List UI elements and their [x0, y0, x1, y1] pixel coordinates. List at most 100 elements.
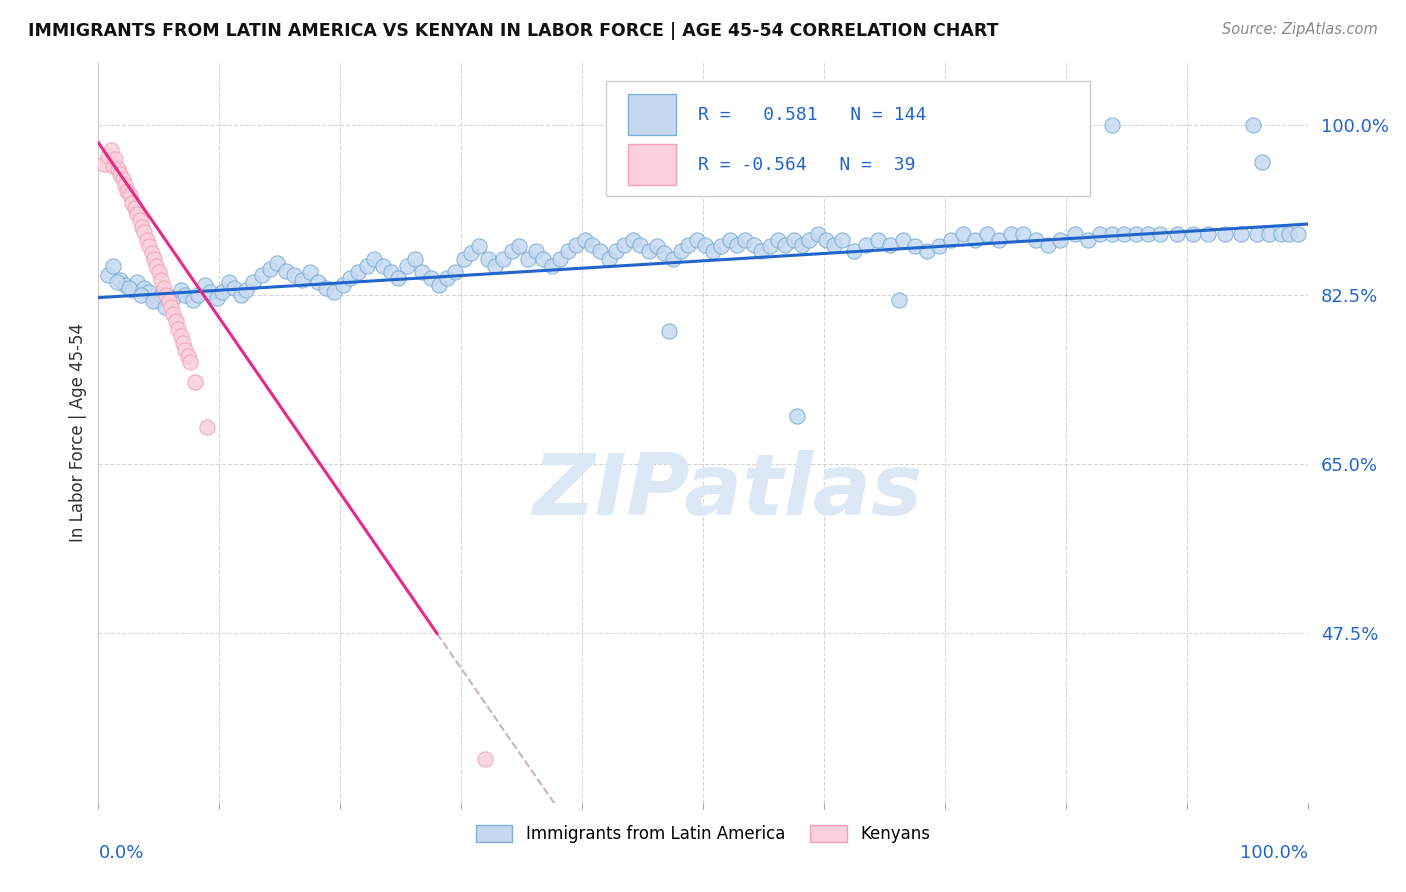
Point	[211, 285, 233, 299]
Point	[1024, 233, 1046, 247]
Point	[145, 259, 167, 273]
Point	[508, 239, 530, 253]
Point	[145, 293, 167, 307]
Point	[194, 278, 217, 293]
Point	[108, 167, 131, 181]
Point	[153, 300, 176, 314]
Point	[1166, 227, 1188, 241]
Point	[1101, 227, 1123, 241]
Point	[308, 275, 330, 289]
Point	[162, 291, 184, 305]
Point	[581, 238, 603, 252]
Point	[165, 314, 187, 328]
Point	[1250, 155, 1272, 169]
Point	[356, 259, 378, 273]
Point	[169, 283, 191, 297]
Point	[855, 238, 877, 252]
Point	[766, 233, 789, 247]
Point	[118, 188, 141, 202]
Point	[138, 239, 160, 253]
Point	[474, 752, 496, 766]
Point	[157, 294, 180, 309]
Point	[117, 184, 139, 198]
Text: 0.0%: 0.0%	[98, 844, 143, 862]
Point	[1241, 119, 1264, 133]
Point	[952, 227, 974, 241]
Point	[1012, 227, 1035, 241]
Point	[868, 233, 890, 247]
Point	[887, 293, 910, 307]
FancyBboxPatch shape	[606, 81, 1090, 195]
Point	[177, 349, 200, 363]
Point	[792, 238, 814, 252]
Point	[283, 268, 305, 283]
Point	[323, 285, 346, 299]
Point	[1125, 227, 1147, 241]
Point	[169, 329, 191, 343]
Point	[965, 233, 987, 247]
Point	[702, 244, 724, 259]
Point	[160, 300, 183, 314]
Point	[891, 233, 914, 247]
Point	[128, 213, 150, 227]
Point	[915, 244, 938, 259]
Point	[108, 273, 131, 287]
Point	[444, 265, 467, 279]
Point	[939, 233, 962, 247]
Point	[229, 287, 252, 301]
Point	[162, 307, 184, 321]
Point	[484, 259, 506, 273]
Point	[815, 233, 838, 247]
Point	[235, 283, 257, 297]
Point	[758, 239, 780, 253]
Text: ZIPatlas: ZIPatlas	[531, 450, 922, 533]
Point	[395, 259, 418, 273]
Point	[181, 293, 204, 307]
Point	[155, 287, 177, 301]
Point	[222, 281, 245, 295]
Point	[718, 233, 741, 247]
Point	[782, 233, 804, 247]
Point	[1215, 227, 1237, 241]
Point	[371, 259, 394, 273]
Point	[299, 265, 322, 279]
Point	[179, 355, 201, 369]
Point	[150, 287, 173, 301]
Point	[879, 238, 901, 252]
Point	[150, 273, 173, 287]
Point	[574, 233, 596, 247]
Point	[195, 420, 218, 434]
Point	[557, 244, 579, 259]
Point	[773, 238, 796, 252]
Point	[844, 244, 866, 259]
Point	[127, 275, 149, 289]
Point	[97, 268, 120, 283]
Point	[148, 265, 170, 279]
Text: R = -0.564   N =  39: R = -0.564 N = 39	[699, 155, 915, 174]
Text: R =   0.581   N = 144: R = 0.581 N = 144	[699, 106, 927, 124]
Point	[152, 281, 174, 295]
Point	[218, 275, 240, 289]
Point	[621, 233, 644, 247]
Point	[799, 233, 821, 247]
Point	[315, 281, 337, 295]
Point	[429, 278, 451, 293]
Point	[157, 294, 180, 309]
Point	[134, 281, 156, 295]
Point	[1101, 119, 1123, 133]
Point	[172, 336, 194, 351]
Point	[1076, 233, 1098, 247]
Point	[645, 239, 668, 253]
Point	[118, 281, 141, 295]
Point	[1257, 227, 1279, 241]
Point	[1049, 233, 1071, 247]
Point	[135, 233, 157, 247]
Point	[143, 252, 166, 266]
Point	[734, 233, 756, 247]
Point	[380, 265, 402, 279]
Point	[107, 161, 129, 176]
Point	[114, 178, 136, 193]
Point	[710, 239, 733, 253]
Point	[460, 246, 482, 260]
Y-axis label: In Labor Force | Age 45-54: In Labor Force | Age 45-54	[69, 323, 87, 542]
